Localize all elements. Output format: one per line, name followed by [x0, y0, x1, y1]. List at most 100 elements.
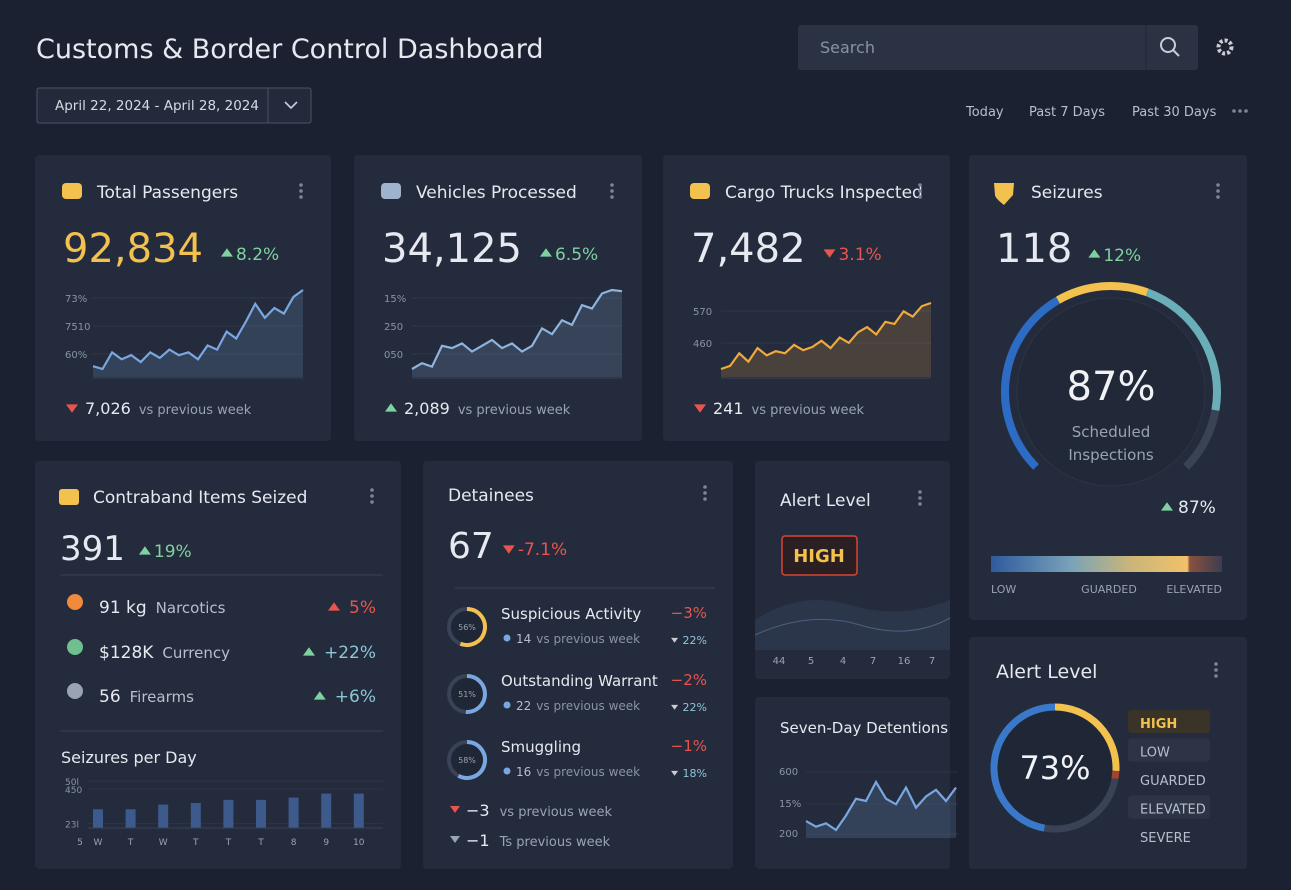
x-tick-label: 9	[323, 838, 329, 848]
menu-dot[interactable]	[1214, 674, 1218, 678]
card-value: 118	[996, 226, 1072, 272]
menu-dot[interactable]	[703, 485, 707, 489]
card-title: Seizures	[1031, 183, 1103, 203]
menu-dot[interactable]	[370, 488, 374, 492]
footer-value: −1	[466, 831, 490, 850]
item-sub-text: vs previous week	[536, 765, 640, 779]
search-icon-handle	[1172, 49, 1180, 57]
ring-label: 58%	[458, 756, 476, 765]
more-dot[interactable]	[1238, 109, 1242, 113]
menu-dot[interactable]	[1214, 662, 1218, 666]
range-button: Past 30 Days	[1132, 105, 1217, 120]
more-dot[interactable]	[1232, 109, 1236, 113]
menu-dot[interactable]	[299, 195, 303, 199]
axis-label: 15%	[779, 799, 801, 810]
card-value: 34,125	[382, 226, 522, 272]
x-tick-label: T	[192, 838, 199, 848]
card-value: 7,482	[691, 226, 806, 272]
chart-title: Seizures per Day	[61, 748, 197, 767]
bullet	[503, 701, 511, 709]
menu-dot[interactable]	[299, 183, 303, 187]
line	[411, 288, 623, 370]
more-dot[interactable]	[1244, 109, 1248, 113]
menu-dot[interactable]	[918, 189, 922, 193]
axis-label: 44	[773, 656, 786, 667]
menu-dot[interactable]	[703, 491, 707, 495]
gauge-inner	[1016, 297, 1206, 487]
area	[721, 303, 931, 377]
item-icon	[67, 594, 83, 610]
x-tick-label: W	[94, 838, 103, 848]
trend-arrow	[694, 404, 706, 413]
menu-dot[interactable]	[1216, 183, 1220, 187]
gauge-value	[1056, 282, 1149, 304]
date-picker[interactable]	[36, 87, 312, 124]
scale-label: LOW	[991, 583, 1016, 596]
wave	[755, 600, 950, 650]
trend-arrow	[1088, 249, 1101, 258]
bar	[158, 804, 169, 828]
menu-dot[interactable]	[918, 496, 922, 500]
search-placeholder: Search	[820, 38, 875, 57]
menu-dot[interactable]	[1216, 189, 1220, 193]
search-box[interactable]	[798, 25, 1198, 70]
menu-dot[interactable]	[1214, 668, 1218, 672]
y-tick-label: 50l	[65, 778, 79, 788]
ring-value	[990, 703, 1056, 832]
axis-label: 60%	[65, 350, 87, 361]
axis-label: 15%	[384, 294, 406, 305]
item-name: Currency	[162, 644, 230, 662]
menu-dot[interactable]	[918, 502, 922, 506]
trend-arrow	[138, 546, 151, 555]
menu-dot[interactable]	[703, 497, 707, 501]
item-change: 5%	[349, 598, 376, 618]
level-pill	[1128, 795, 1210, 819]
x-tick-label: T	[127, 838, 134, 848]
card-change: 3.1%	[839, 245, 882, 265]
trend-arrow	[66, 404, 78, 413]
axis-label: 73%	[65, 294, 87, 305]
axis-label: 7510	[65, 322, 90, 333]
item-sub-value: 22	[516, 699, 531, 713]
search-icon[interactable]	[1160, 37, 1176, 53]
card	[423, 461, 733, 869]
footer-text: vs previous week	[752, 403, 865, 418]
menu-dot[interactable]	[370, 500, 374, 504]
bar	[256, 799, 266, 828]
settings-icon[interactable]	[1216, 38, 1234, 56]
menu-dot[interactable]	[370, 494, 374, 498]
footer-value: 2,089	[404, 399, 450, 418]
item-sub-text: vs previous week	[536, 632, 640, 646]
ring-value	[1054, 703, 1120, 772]
badge	[781, 535, 858, 576]
menu-dot[interactable]	[610, 195, 614, 199]
menu-dot[interactable]	[918, 195, 922, 199]
ring-label: 73%	[1019, 749, 1090, 787]
page-title: Customs & Border Control Dashboard	[36, 34, 544, 65]
bar	[321, 793, 332, 828]
card-change: -7.1%	[518, 540, 567, 560]
item-name: Suspicious Activity	[501, 605, 641, 623]
item-sub-text: vs previous week	[536, 699, 640, 713]
menu-dot[interactable]	[299, 189, 303, 193]
footer-text: vs previous week	[500, 805, 613, 820]
menu-dot[interactable]	[1216, 195, 1220, 199]
footer-value: 241	[713, 399, 744, 418]
level-pill	[1128, 710, 1210, 733]
menu-dot[interactable]	[610, 183, 614, 187]
date-range: April 22, 2024 - April 28, 2024	[55, 98, 259, 114]
card-value: 391	[60, 529, 125, 569]
trend-arrow	[302, 647, 315, 656]
ring-label: 56%	[458, 623, 476, 632]
axis-label: 250	[384, 322, 403, 333]
menu-dot[interactable]	[918, 183, 922, 187]
menu-dot[interactable]	[918, 490, 922, 494]
shield-icon	[994, 183, 1014, 205]
level-label: LOW	[1140, 746, 1170, 761]
card-change: 19%	[154, 542, 192, 562]
menu-dot[interactable]	[610, 189, 614, 193]
axis-label: 7	[870, 656, 876, 667]
range-button: Today	[965, 105, 1004, 120]
level-label: GUARDED	[1140, 774, 1206, 789]
